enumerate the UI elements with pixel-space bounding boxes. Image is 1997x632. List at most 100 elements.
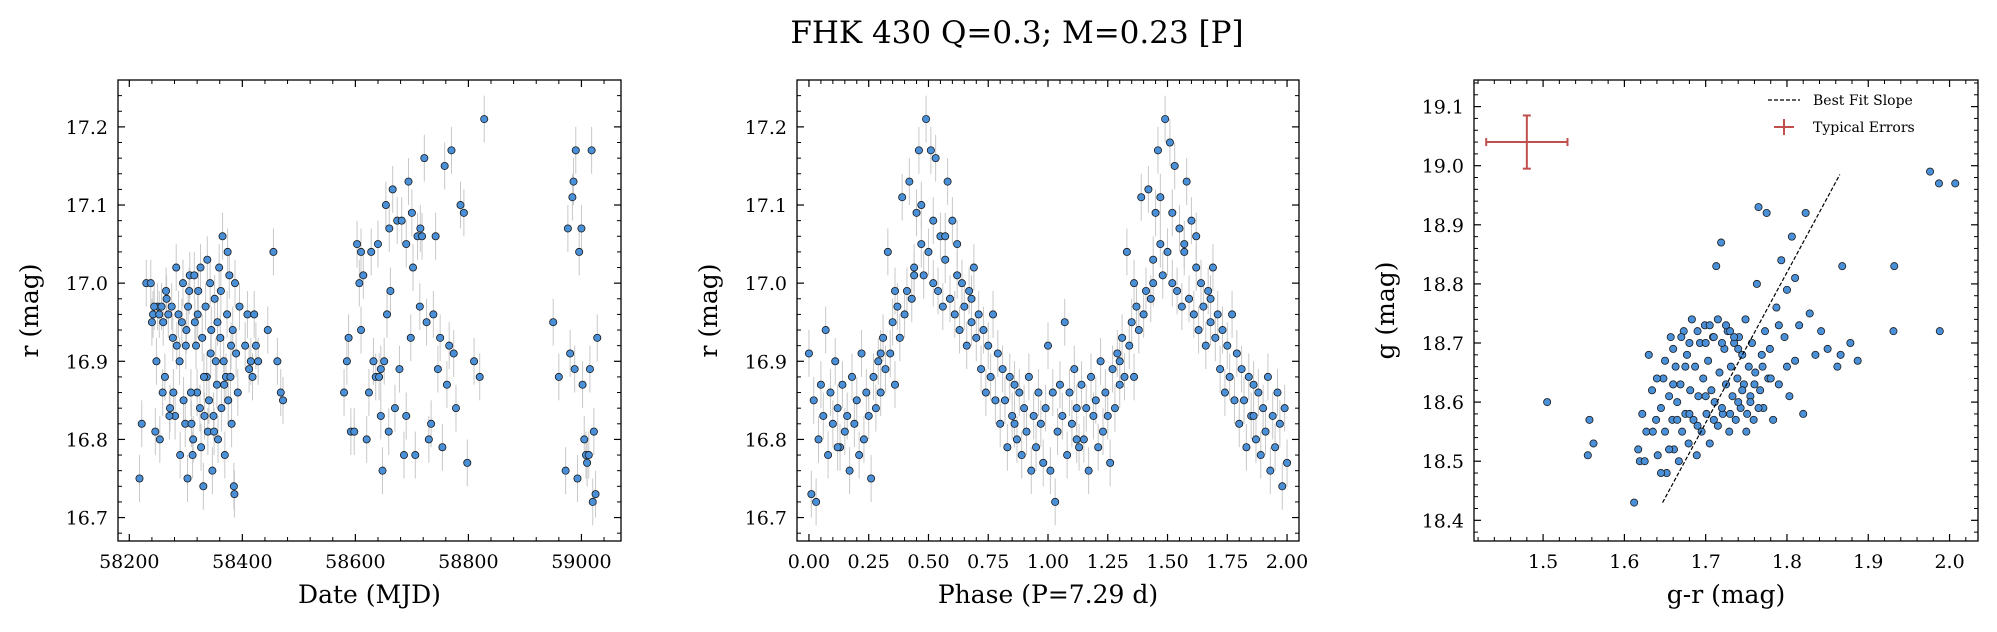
data-point	[1113, 349, 1122, 358]
data-point	[235, 302, 244, 311]
data-point	[162, 286, 171, 295]
panel-date: 58200 58400 58600 58800 59000 16.7 16.8 16.9 17.…	[15, 79, 622, 609]
data-point	[409, 263, 418, 272]
data-point	[447, 146, 456, 155]
data-point	[1701, 392, 1710, 401]
data-point	[998, 365, 1007, 374]
data-point	[429, 310, 438, 319]
data-point	[206, 349, 215, 358]
data-point	[459, 208, 468, 217]
data-point	[1072, 435, 1081, 444]
data-point	[876, 388, 885, 397]
data-point	[1268, 411, 1277, 420]
y-tick-label: 16.7	[66, 508, 108, 530]
data-point	[1717, 238, 1726, 247]
data-point	[907, 294, 916, 303]
data-point	[388, 185, 397, 194]
data-point	[1669, 380, 1678, 389]
data-point	[399, 451, 408, 460]
data-point	[967, 318, 976, 327]
data-point	[208, 466, 217, 475]
x-tick-label: 1.9	[1853, 551, 1883, 573]
data-point	[1693, 327, 1702, 336]
data-point	[181, 341, 190, 350]
data-point	[1705, 439, 1714, 448]
data-point	[1240, 396, 1249, 405]
data-point	[367, 247, 376, 256]
data-point	[931, 154, 940, 163]
data-point	[224, 396, 233, 405]
data-point	[1194, 326, 1203, 335]
data-point	[914, 146, 923, 155]
data-point	[212, 380, 221, 389]
data-point	[857, 349, 866, 358]
data-point	[1115, 357, 1124, 366]
data-point	[172, 341, 181, 350]
data-point	[160, 372, 169, 381]
data-point	[1754, 203, 1763, 212]
data-point	[876, 349, 885, 358]
data-point	[1742, 427, 1751, 436]
y-tick-label: 19.1	[1422, 97, 1464, 119]
data-point	[1029, 411, 1038, 420]
data-point	[1653, 451, 1662, 460]
data-point	[1283, 458, 1292, 467]
data-point	[1220, 388, 1229, 397]
data-point	[1673, 415, 1682, 424]
data-point	[1168, 279, 1177, 288]
data-point	[376, 411, 385, 420]
data-point	[188, 451, 197, 460]
x-tick-label: 1.8	[1772, 551, 1802, 573]
data-point	[1005, 372, 1014, 381]
data-point	[1199, 302, 1208, 311]
data-point	[850, 419, 859, 428]
data-point	[1089, 411, 1098, 420]
data-point	[1661, 427, 1670, 436]
data-point	[1782, 285, 1791, 294]
data-point	[1717, 339, 1726, 348]
data-point	[228, 326, 237, 335]
data-point	[917, 240, 926, 249]
data-point	[184, 302, 193, 311]
data-point	[1725, 427, 1734, 436]
plot-area	[804, 95, 1292, 526]
data-point	[566, 349, 575, 358]
data-point	[1211, 333, 1220, 342]
data-point	[1774, 380, 1783, 389]
data-point	[1020, 404, 1029, 413]
data-point	[1106, 458, 1115, 467]
data-point	[1182, 177, 1191, 186]
axes-frame	[117, 79, 622, 542]
data-point	[279, 396, 288, 405]
data-point	[871, 404, 880, 413]
x-tick-label: 2.0	[1934, 551, 1964, 573]
data-point	[226, 372, 235, 381]
data-point	[1173, 286, 1182, 295]
data-point	[378, 466, 387, 475]
x-tick-label: 58200	[99, 551, 159, 573]
data-point	[216, 286, 225, 295]
data-point	[137, 419, 146, 428]
data-point	[1216, 365, 1225, 374]
data-point	[1075, 443, 1084, 452]
data-point	[1125, 341, 1134, 350]
y-axis-label: r (mag)	[15, 263, 44, 357]
data-point	[824, 451, 833, 460]
data-point	[1638, 409, 1647, 418]
data-point	[1244, 372, 1253, 381]
data-point	[1811, 350, 1820, 359]
data-point	[384, 427, 393, 436]
data-point	[573, 474, 582, 483]
y-tick-label: 17.2	[66, 117, 108, 139]
data-point	[1156, 240, 1165, 249]
data-point	[1118, 333, 1127, 342]
data-point	[1782, 362, 1791, 371]
data-point	[1926, 167, 1935, 176]
data-point	[1249, 411, 1258, 420]
data-point	[1765, 344, 1774, 353]
data-point	[402, 240, 411, 249]
data-point	[422, 318, 431, 327]
data-point	[199, 372, 208, 381]
data-point	[991, 396, 1000, 405]
